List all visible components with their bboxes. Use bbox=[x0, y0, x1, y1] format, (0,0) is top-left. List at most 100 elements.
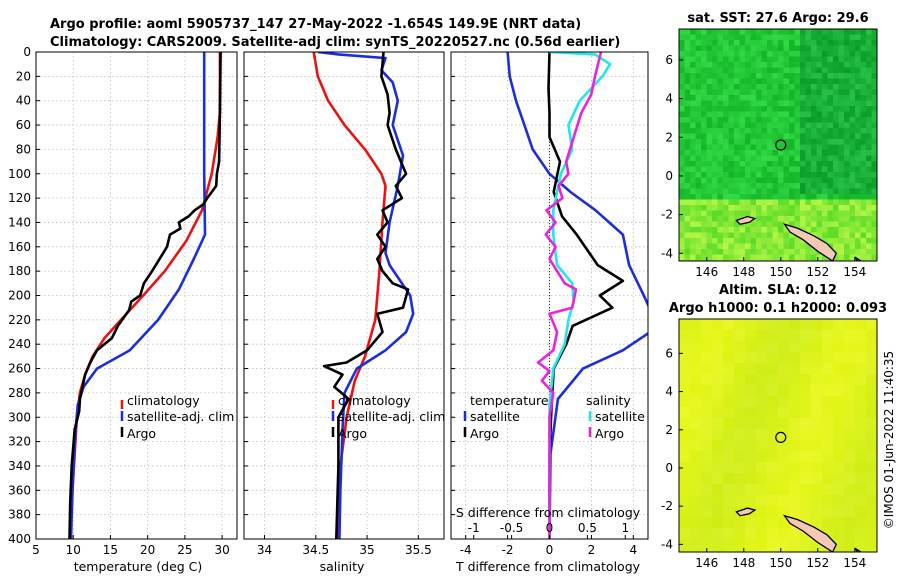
map-cell bbox=[789, 166, 795, 173]
map-cell bbox=[767, 100, 773, 107]
map-cell bbox=[712, 78, 718, 85]
map-cell bbox=[789, 89, 795, 96]
map-cell bbox=[844, 429, 856, 441]
map-cell bbox=[701, 330, 713, 342]
map-cell bbox=[778, 374, 790, 386]
map-cell bbox=[690, 238, 696, 244]
map-cell bbox=[701, 183, 707, 189]
map-cell bbox=[805, 133, 812, 140]
map-cell bbox=[745, 363, 757, 375]
map-cell bbox=[783, 238, 790, 244]
map-cell bbox=[844, 62, 850, 68]
map-cell bbox=[778, 111, 784, 118]
map-cell bbox=[816, 194, 823, 200]
map-cell bbox=[723, 45, 729, 52]
map-cell bbox=[750, 232, 757, 239]
map-cell bbox=[871, 172, 877, 178]
map-cell bbox=[866, 210, 872, 217]
map-cell bbox=[772, 73, 779, 79]
map-cell bbox=[778, 221, 784, 228]
map-cell bbox=[849, 238, 856, 244]
map-cell bbox=[778, 232, 784, 239]
map-cell bbox=[822, 40, 828, 46]
map-cell bbox=[822, 188, 828, 195]
map-cell bbox=[816, 254, 823, 261]
map-cell bbox=[822, 210, 828, 217]
map-cell bbox=[866, 111, 872, 118]
map-cell bbox=[767, 45, 773, 52]
y-tick-label: -2 bbox=[661, 499, 673, 513]
map-cell bbox=[739, 45, 746, 52]
map-cell bbox=[750, 117, 757, 123]
map-cell bbox=[866, 517, 877, 529]
map-cell bbox=[761, 238, 768, 244]
y-tick-label: 220 bbox=[8, 313, 31, 327]
map-cell bbox=[833, 385, 845, 397]
map-cell bbox=[822, 166, 828, 173]
map-cell bbox=[734, 144, 740, 151]
map-cell bbox=[822, 374, 834, 386]
map-cell bbox=[756, 45, 762, 52]
x-tick-label: 146 bbox=[695, 556, 718, 570]
map-cell bbox=[833, 89, 839, 96]
map-cell bbox=[794, 139, 801, 145]
map-cell bbox=[739, 227, 746, 233]
map-cell bbox=[822, 161, 828, 167]
map-cell bbox=[783, 249, 790, 255]
map-cell bbox=[855, 95, 861, 101]
map-cell bbox=[701, 161, 707, 167]
map-cell bbox=[805, 45, 812, 52]
map-cell bbox=[816, 67, 823, 74]
y-tick-label: 340 bbox=[8, 459, 31, 473]
map-cell bbox=[849, 249, 856, 255]
map-cell bbox=[789, 374, 801, 386]
map-cell bbox=[789, 100, 795, 107]
map-cell bbox=[789, 144, 795, 151]
y-tick-label: 6 bbox=[665, 53, 673, 67]
map-cell bbox=[855, 56, 861, 63]
map-cell bbox=[679, 374, 691, 386]
legend-satellite-adj: satellite-adj. clim bbox=[338, 409, 445, 424]
y-tick-label: 2 bbox=[665, 130, 673, 144]
map-cell bbox=[855, 506, 867, 518]
map-cell bbox=[805, 122, 812, 129]
map-cell bbox=[745, 249, 751, 255]
map-cell bbox=[871, 45, 877, 52]
map-cell bbox=[728, 56, 735, 63]
map-cell bbox=[827, 210, 834, 217]
map-cell bbox=[778, 341, 790, 353]
map-cell bbox=[701, 484, 713, 496]
map-cell bbox=[761, 210, 768, 217]
map-cell bbox=[706, 238, 713, 244]
map-cell bbox=[712, 407, 724, 419]
map-cell bbox=[866, 155, 872, 162]
map-cell bbox=[849, 199, 856, 206]
map-cell bbox=[805, 78, 812, 85]
map-cell bbox=[838, 62, 845, 68]
map-cell bbox=[690, 78, 696, 85]
map-cell bbox=[684, 177, 691, 184]
map-cell bbox=[778, 216, 784, 222]
map-cell bbox=[739, 106, 746, 112]
map-cell bbox=[871, 166, 877, 173]
map-cell bbox=[783, 199, 790, 206]
map-cell bbox=[684, 122, 691, 129]
map-cell bbox=[745, 418, 757, 430]
map-cell bbox=[816, 183, 823, 189]
map-cell bbox=[717, 67, 724, 74]
map-cell bbox=[756, 396, 768, 408]
map-cell bbox=[844, 29, 850, 35]
map-cell bbox=[756, 144, 762, 151]
map-cell bbox=[844, 183, 850, 189]
map-cell bbox=[789, 330, 801, 342]
map-cell bbox=[860, 221, 867, 228]
map-cell bbox=[844, 517, 856, 529]
map-cell bbox=[811, 363, 823, 375]
map-cell bbox=[783, 111, 790, 118]
map-cell bbox=[684, 243, 691, 250]
map-cell bbox=[789, 56, 795, 63]
map-cell bbox=[855, 528, 867, 540]
map-cell bbox=[756, 183, 762, 189]
map-cell bbox=[690, 363, 702, 375]
map-cell bbox=[778, 227, 784, 233]
